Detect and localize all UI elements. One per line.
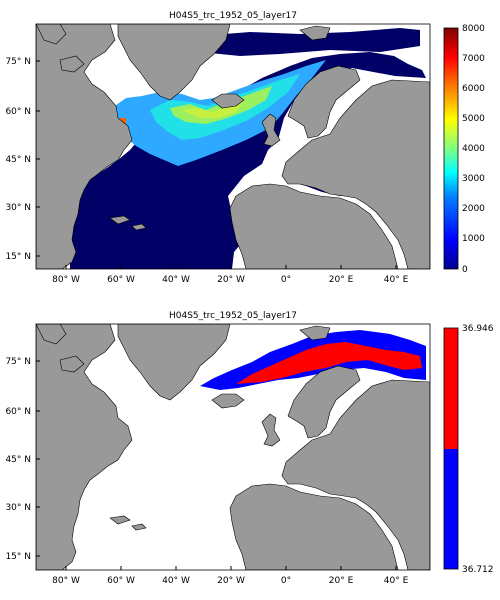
y-tick-label: 30° N (5, 203, 31, 213)
eurasia (281, 79, 430, 269)
svalbard (299, 325, 331, 341)
arctic-upper-field (200, 28, 420, 56)
colorbar-top: 8000 7000 6000 5000 4000 3000 2000 1000 … (443, 24, 485, 275)
x-tick-label: 0° (281, 576, 291, 586)
map-title: H04S5_trc_1952_05_layer17 (169, 11, 297, 21)
canadian-islands (36, 24, 85, 73)
uk-ireland (261, 413, 281, 447)
caribbean (109, 215, 147, 231)
x-tick-label: 20° E (329, 576, 354, 586)
iceland (211, 393, 245, 409)
y-tick-label: 75° N (5, 57, 31, 67)
colorbar-frame (443, 327, 459, 570)
x-tick-label: 20° W (217, 275, 245, 285)
x-tick-label: 0° (281, 275, 291, 285)
x-tick-label: 40° W (162, 576, 190, 586)
y-tick-label: 60° N (5, 107, 31, 117)
colorbar-bottom: 36.946 36.712 (443, 324, 494, 575)
colorbar-tick-label: 5000 (462, 114, 485, 124)
land (36, 24, 430, 269)
y-tick-label: 75° N (5, 357, 31, 367)
y-tick-label: 60° N (5, 407, 31, 417)
y-axis-ticks: 75° N 60° N 45° N 30° N 15° N (5, 57, 40, 262)
x-tick-label: 40° E (384, 576, 409, 586)
uk-ireland (261, 113, 281, 147)
colorbar-tick-label: 36.946 (462, 324, 494, 334)
x-axis-ticks: 80° W 60° W 40° W 20° W 0° 20° E 40° E (52, 566, 409, 586)
map-body (36, 324, 430, 570)
x-tick-label: 40° W (162, 275, 190, 285)
africa (229, 183, 399, 269)
eurasia (281, 379, 430, 570)
colorbar-gradient (443, 27, 459, 270)
y-tick-label: 45° N (5, 455, 31, 465)
y-tick-label: 45° N (5, 155, 31, 165)
colorbar-tick-label: 4000 (462, 144, 485, 154)
colorbar-tick-label: 7000 (462, 54, 485, 64)
colorbar-segment-high (444, 328, 458, 449)
colorbar-tick-label: 2000 (462, 204, 485, 214)
north-america (36, 24, 133, 269)
tracer-hotspot (120, 118, 126, 124)
y-axis-ticks: 75° N 60° N 45° N 30° N 15° N (5, 357, 40, 562)
x-tick-label: 80° W (52, 275, 80, 285)
x-tick-label: 20° W (217, 576, 245, 586)
x-tick-label: 60° W (107, 576, 135, 586)
x-axis-ticks: 80° W 60° W 40° W 20° W 0° 20° E 40° E (52, 265, 409, 285)
salinity-high-band (236, 342, 422, 384)
land (36, 324, 430, 570)
ocean-field (70, 52, 426, 269)
canadian-islands (36, 324, 85, 373)
greenland (117, 24, 231, 101)
map-body (36, 24, 430, 269)
greenland (117, 324, 231, 401)
map-frame (35, 23, 431, 270)
y-tick-label: 30° N (5, 503, 31, 513)
x-tick-label: 40° E (384, 275, 409, 285)
map-panel-bottom: H04S5_trc_1952_05_layer17 (5, 311, 493, 586)
tracer-plume-yellowgreen (182, 102, 244, 118)
map-panel-top: H04S5_trc_1952_05_layer17 (5, 11, 485, 285)
colorbar-tick-label: 36.712 (462, 565, 494, 575)
colorbar-tick-label: 6000 (462, 84, 485, 94)
colorbar-ticks: 8000 7000 6000 5000 4000 3000 2000 1000 … (462, 24, 485, 275)
north-america (36, 324, 133, 570)
colorbar-tick-label: 1000 (462, 234, 485, 244)
iceland (211, 93, 245, 109)
svalbard (299, 25, 331, 41)
map-frame (35, 323, 431, 571)
y-tick-label: 15° N (5, 552, 31, 562)
scandinavia (287, 365, 361, 439)
colorbar-tick-label: 8000 (462, 24, 485, 34)
colorbar-segment-low (444, 449, 458, 569)
africa (229, 483, 399, 570)
colorbar-tick-label: 0 (462, 265, 468, 275)
caribbean (109, 515, 147, 531)
x-tick-label: 80° W (52, 576, 80, 586)
scandinavia (287, 65, 361, 139)
y-tick-label: 15° N (5, 252, 31, 262)
colorbar-tick-label: 3000 (462, 174, 485, 184)
map-title: H04S5_trc_1952_05_layer17 (169, 311, 297, 321)
x-tick-label: 60° W (107, 275, 135, 285)
x-tick-label: 20° E (329, 275, 354, 285)
